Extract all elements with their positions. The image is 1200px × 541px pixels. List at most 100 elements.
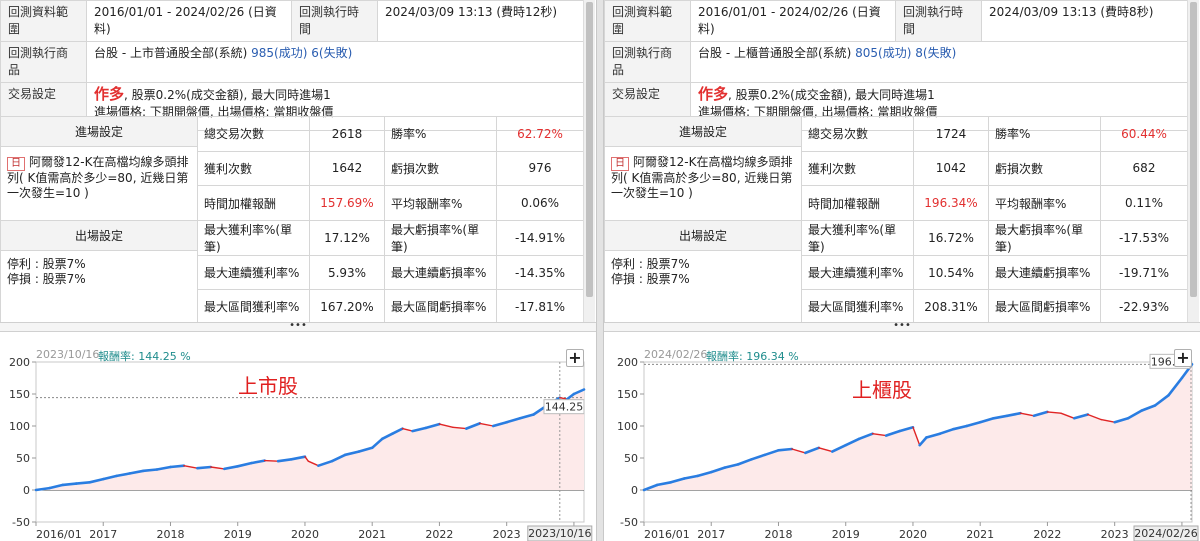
equity-segment-down: [1046, 411, 1062, 414]
value-tag-box: [543, 399, 585, 415]
equity-segment-up: [884, 429, 901, 437]
x-tick-label: 2018: [156, 528, 184, 541]
equity-segment-down: [479, 422, 494, 427]
equity-segment-up: [370, 437, 384, 450]
zoom-plus-button[interactable]: +: [1174, 349, 1192, 367]
stat-label: 最大區間虧損率%: [988, 289, 1101, 324]
range-value: 2016/01/01 - 2024/02/26 (日資料): [690, 0, 896, 42]
exec-time-label: 回測執行時間: [895, 0, 982, 42]
equity-segment-up: [951, 424, 969, 431]
stat-value: 5.93%: [309, 255, 385, 290]
stat-label: 總交易次數: [801, 116, 914, 152]
chart-date: 2024/02/26: [644, 348, 708, 361]
resize-handle[interactable]: •••: [0, 321, 596, 332]
value-tag-text: 144.25: [545, 401, 584, 414]
equity-segment-up: [938, 427, 955, 435]
entry-settings: 進場設定 日阿爾發12-K在高檔均線多頭排列( K值需高於多少=80, 近幾日第…: [604, 116, 802, 221]
stat-label: 最大連續獲利率%: [801, 255, 914, 290]
success-count-link[interactable]: 805(成功): [855, 46, 912, 60]
stat-label: 最大虧損率%(單筆): [384, 220, 497, 256]
scrollbar-thumb[interactable]: [1190, 2, 1197, 297]
exit-stop-loss: 停損 : 股票7%: [611, 272, 690, 286]
trade-line2: 進場價格: 下期開盤價, 出場價格: 當期收盤價: [94, 105, 334, 119]
equity-segment-up: [1005, 411, 1022, 418]
x-tick-label: 2021: [966, 528, 994, 541]
equity-segment-up: [709, 466, 726, 474]
cursor-date-box: [527, 525, 593, 541]
zoom-plus-button[interactable]: +: [566, 349, 584, 367]
stat-label: 最大區間獲利率%: [197, 289, 310, 324]
equity-segment-up: [656, 481, 673, 487]
equity-segment-up: [1153, 393, 1170, 407]
stat-value: 0.11%: [1100, 185, 1188, 221]
y-tick-label: 100: [617, 420, 638, 433]
stat-value: 167.20%: [309, 289, 385, 324]
scrollbar-thumb[interactable]: [586, 2, 593, 297]
equity-segment-up: [1113, 417, 1130, 424]
equity-segment-up: [196, 465, 213, 470]
panel-splitter[interactable]: [596, 0, 604, 541]
market-label: 上市股: [238, 374, 298, 398]
equity-segment-up: [925, 432, 942, 439]
equity-segment-up: [1072, 413, 1090, 420]
equity-segment-down: [438, 423, 454, 429]
product-value: 台股 - 上市普通股全部(系統) 985(成功) 6(失敗): [86, 41, 584, 83]
equity-segment-up: [505, 417, 522, 424]
equity-chart-svg: -50 0 50 100 150 200 2016/01 2017 2018 2019 2020 20…: [617, 353, 1199, 541]
equity-segment-up: [1167, 376, 1184, 397]
equity-segment-up: [1032, 410, 1049, 418]
stat-label: 時間加權報酬: [801, 185, 914, 221]
stat-label: 平均報酬率%: [988, 185, 1101, 221]
stat-label: 獲利次數: [197, 150, 310, 187]
resize-handle[interactable]: •••: [604, 321, 1200, 332]
x-tick-label: 2016/01: [36, 528, 82, 541]
equity-segment-up: [276, 458, 293, 463]
trade-line1: , 股票0.2%(成交金額), 最大同時進場1: [124, 88, 331, 102]
stat-value: 17.12%: [309, 220, 385, 256]
x-tick-label: 2023: [1101, 528, 1129, 541]
x-tick-label: 2021: [358, 528, 386, 541]
entry-settings: 進場設定 日阿爾發12-K在高檔均線多頭排列( K值需高於多少=80, 近幾日第…: [0, 116, 198, 221]
equity-segment-up: [128, 469, 145, 475]
equity-segment-up: [565, 392, 576, 401]
success-count-link[interactable]: 985(成功): [251, 46, 308, 60]
product-label: 回測執行商品: [0, 41, 87, 83]
equity-segment-up: [918, 436, 928, 447]
x-tick-label: 2022: [1033, 528, 1061, 541]
exit-stop-loss: 停損 : 股票7%: [7, 272, 86, 286]
exec-time-value: 2024/03/09 13:13 (費時12秒): [377, 0, 584, 42]
vertical-scrollbar[interactable]: [583, 0, 595, 322]
stat-value: 157.69%: [309, 185, 385, 221]
stat-label: 勝率%: [988, 116, 1101, 152]
equity-segment-up: [380, 432, 394, 441]
equity-segment-down: [818, 447, 834, 453]
equity-segment-up: [169, 464, 186, 469]
equity-area-fill: [644, 364, 1192, 490]
day-badge[interactable]: 日: [611, 157, 629, 171]
y-tick-label: -50: [12, 516, 30, 529]
equity-segment-down: [871, 432, 887, 437]
x-tick-label: 2019: [224, 528, 252, 541]
backtest-info-table: 回測資料範圍 2016/01/01 - 2024/02/26 (日資料) 回測執…: [604, 0, 1188, 131]
x-tick-label: 2023: [493, 528, 521, 541]
equity-segment-up: [992, 414, 1009, 420]
equity-segment-up: [491, 420, 509, 428]
equity-segment-up: [965, 420, 982, 428]
chart-return: 報酬率: 196.34 %: [706, 350, 799, 363]
stat-value: 0.06%: [496, 185, 584, 221]
vertical-scrollbar[interactable]: [1187, 0, 1199, 322]
equity-segment-up: [391, 427, 404, 435]
equity-segment-up: [34, 486, 51, 492]
y-tick-label: 50: [624, 452, 638, 465]
y-tick-label: 200: [9, 356, 30, 369]
equity-segment-up: [831, 443, 847, 453]
fail-count-link[interactable]: 6(失敗): [311, 46, 353, 60]
stat-label: 時間加權報酬: [197, 185, 310, 221]
equity-segment-up: [763, 449, 780, 457]
equity-segment-up: [115, 472, 132, 478]
equity-chart: -50 0 50 100 150 200 2016/01 2017 2018 2019 2020 20…: [0, 332, 596, 541]
equity-segment-up: [572, 388, 586, 396]
fail-count-link[interactable]: 8(失敗): [915, 46, 957, 60]
entry-header: 進場設定: [605, 117, 801, 147]
day-badge[interactable]: 日: [7, 157, 25, 171]
